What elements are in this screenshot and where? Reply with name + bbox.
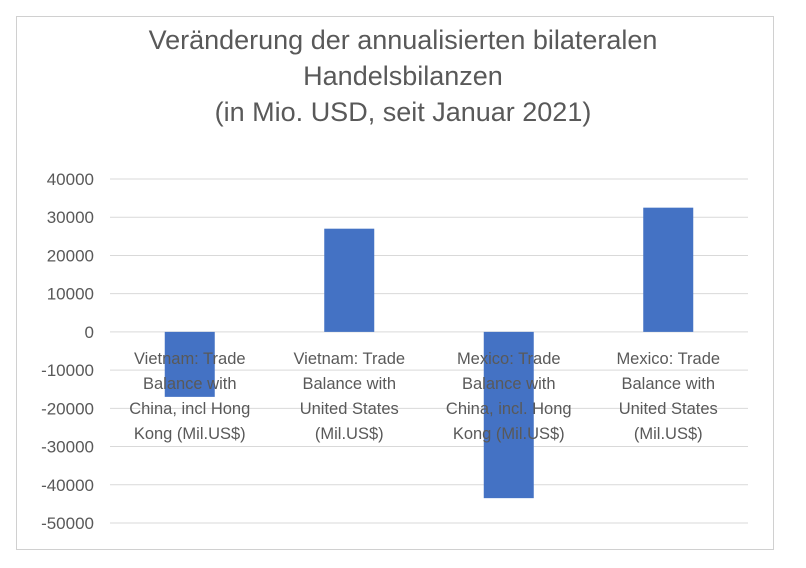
- category-label: Balance with: [302, 375, 396, 393]
- y-tick-label: -30000: [41, 438, 94, 457]
- category-label: (Mil.US$): [634, 425, 703, 443]
- category-label: Balance with: [621, 375, 715, 393]
- y-tick-label: -40000: [41, 476, 94, 495]
- category-label: Mexico: Trade: [616, 350, 720, 368]
- y-tick-label: 40000: [47, 170, 94, 189]
- category-label: China, incl Hong: [129, 400, 250, 418]
- bar: [483, 331, 534, 499]
- category-label: (Mil.US$): [315, 425, 384, 443]
- y-tick-label: 30000: [47, 208, 94, 227]
- category-label: Balance with: [462, 375, 556, 393]
- y-tick-label: -50000: [41, 514, 94, 533]
- category-label: Vietnam: Trade: [293, 350, 405, 368]
- category-label: Mexico: Trade: [457, 350, 561, 368]
- category-label: Balance with: [143, 375, 237, 393]
- chart-title-line-2: Handelsbilanzen: [303, 61, 503, 91]
- chart-title: Veränderung der annualisierten bilateral…: [0, 22, 806, 130]
- category-label: China, incl. Hong: [446, 400, 572, 418]
- y-tick-label: 10000: [47, 285, 94, 304]
- bar: [324, 228, 375, 332]
- bar: [643, 207, 694, 332]
- y-tick-label: -10000: [41, 361, 94, 380]
- category-label: Kong (Mil.US$): [134, 425, 246, 443]
- y-tick-label: 20000: [47, 246, 94, 265]
- category-label: Kong (Mil.US$): [453, 425, 565, 443]
- chart-title-line-1: Veränderung der annualisierten bilateral…: [148, 25, 658, 55]
- category-label: United States: [619, 400, 718, 418]
- y-tick-label: 0: [85, 323, 94, 342]
- y-tick-label: -20000: [41, 399, 94, 418]
- chart-title-line-3: (in Mio. USD, seit Januar 2021): [214, 97, 592, 127]
- category-label: Vietnam: Trade: [134, 350, 246, 368]
- category-label: United States: [300, 400, 399, 418]
- bar: [164, 331, 215, 397]
